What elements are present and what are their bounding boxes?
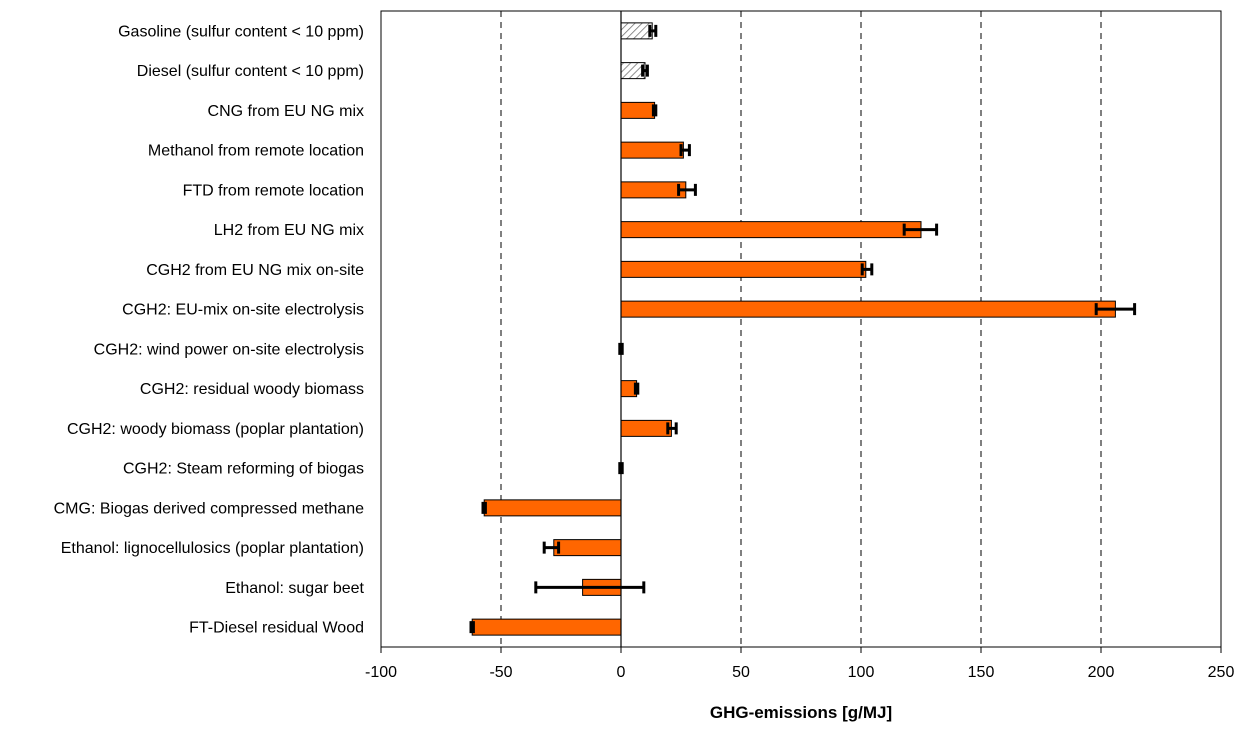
plot-frame	[380, 10, 1222, 648]
category-label: CGH2: wind power on-site electrolysis	[94, 341, 364, 358]
x-tick-label: 100	[848, 664, 875, 681]
category-labels: Gasoline (sulfur content < 10 ppm) Diesel…	[54, 23, 365, 636]
grid-lines	[500, 11, 1102, 647]
bar	[620, 22, 653, 40]
bar	[620, 300, 1116, 318]
category-label: CGH2: EU-mix on-site electrolysis	[122, 302, 364, 319]
category-label: Diesel (sulfur content < 10 ppm)	[137, 63, 364, 80]
category-label: Gasoline (sulfur content < 10 ppm)	[118, 23, 364, 40]
bar	[553, 539, 622, 557]
bar	[471, 618, 622, 636]
category-label: CGH2: Steam reforming of biogas	[123, 461, 364, 478]
category-label: Ethanol: lignocellulosics (poplar planta…	[61, 540, 364, 557]
bar	[620, 221, 922, 239]
x-tick-label: 0	[617, 664, 626, 681]
bar	[483, 499, 622, 517]
category-label: CGH2 from EU NG mix on-site	[146, 262, 364, 279]
bar	[620, 101, 656, 119]
bar	[620, 419, 672, 437]
x-tick-labels: -100 -50 0 50 100 150 200 250	[365, 664, 1234, 681]
x-tick-label: -100	[365, 664, 397, 681]
category-label: CGH2: woody biomass (poplar plantation)	[67, 421, 364, 438]
x-tick-label: 50	[732, 664, 750, 681]
bar	[620, 181, 687, 199]
category-label: CNG from EU NG mix	[208, 103, 364, 120]
bar	[620, 260, 867, 278]
category-label: LH2 from EU NG mix	[214, 222, 364, 239]
category-label: CMG: Biogas derived compressed methane	[54, 500, 364, 517]
category-label: Methanol from remote location	[148, 143, 364, 160]
bar	[620, 141, 684, 159]
x-tick-label: -50	[489, 664, 512, 681]
bars	[469, 22, 1137, 636]
category-label: FTD from remote location	[183, 182, 364, 199]
x-tick-label: 250	[1208, 664, 1235, 681]
x-tick-label: 200	[1088, 664, 1115, 681]
category-label: FT-Diesel residual Wood	[189, 620, 364, 637]
category-label: Ethanol: sugar beet	[225, 580, 364, 597]
axes	[380, 10, 1222, 653]
x-axis-title: GHG-emissions [g/MJ]	[710, 703, 892, 722]
x-tick-label: 150	[968, 664, 995, 681]
category-label: CGH2: residual woody biomass	[140, 381, 364, 398]
